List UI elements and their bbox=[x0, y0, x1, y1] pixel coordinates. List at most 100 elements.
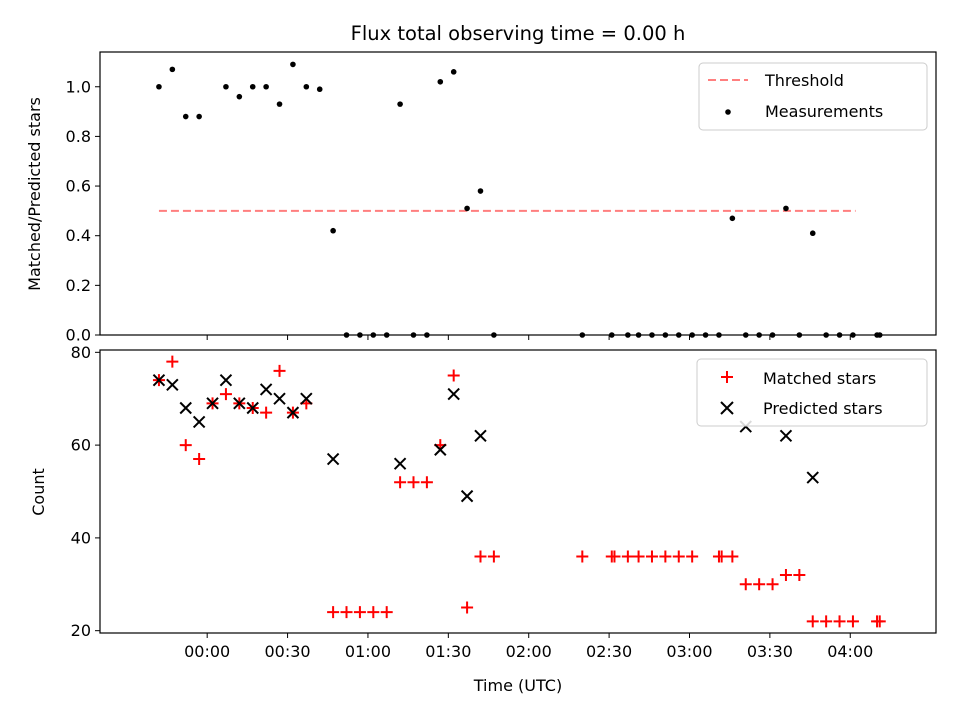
matched-star-marker bbox=[340, 606, 353, 619]
measurement-point bbox=[477, 188, 484, 194]
count-x-tick-label: 03:30 bbox=[747, 642, 793, 661]
matched-star-marker bbox=[672, 550, 685, 563]
predicted-star-marker bbox=[246, 401, 259, 415]
matched-star-marker bbox=[394, 476, 407, 489]
measurement-point bbox=[156, 83, 162, 90]
measurement-point bbox=[182, 113, 189, 120]
predicted-star-marker bbox=[474, 429, 487, 443]
legend-matched-swatch bbox=[721, 371, 733, 383]
matched-star-marker bbox=[353, 606, 366, 619]
matched-star-marker bbox=[407, 476, 420, 489]
measurement-point bbox=[397, 101, 403, 107]
measurement-point bbox=[223, 83, 229, 90]
predicted-star-marker bbox=[286, 406, 300, 419]
legend-matched-label: Matched stars bbox=[763, 369, 876, 388]
legend-predicted-swatch bbox=[720, 401, 734, 415]
count-y-tick-label: 40 bbox=[71, 528, 91, 547]
matched-star-marker bbox=[632, 550, 645, 563]
measurement-point bbox=[263, 83, 269, 90]
predicted-star-marker bbox=[259, 383, 273, 396]
measurement-point bbox=[249, 83, 256, 90]
count-x-tick-label: 00:00 bbox=[184, 642, 230, 661]
matched-star-marker bbox=[686, 550, 699, 563]
matched-star-marker bbox=[166, 355, 179, 368]
count-x-tick-label: 00:30 bbox=[265, 642, 311, 661]
count-y-tick-label: 80 bbox=[71, 343, 91, 362]
predicted-star-marker bbox=[152, 373, 166, 387]
matched-star-marker bbox=[219, 388, 232, 401]
ratio-legend: Threshold Measurements bbox=[698, 62, 928, 131]
matched-star-marker bbox=[327, 606, 340, 619]
matched-star-marker bbox=[833, 615, 846, 628]
matched-star-marker bbox=[461, 601, 474, 614]
measurement-point bbox=[437, 78, 444, 85]
matched-star-marker bbox=[806, 615, 819, 628]
predicted-star-marker bbox=[460, 489, 474, 503]
matched-star-marker bbox=[447, 369, 460, 382]
matched-star-marker bbox=[420, 476, 433, 489]
chart-title: Flux total observing time = 0.00 h bbox=[351, 22, 686, 45]
predicted-star-marker bbox=[233, 397, 246, 410]
matched-star-marker bbox=[273, 364, 286, 377]
predicted-star-marker bbox=[179, 401, 192, 415]
matched-star-marker bbox=[820, 615, 833, 628]
ratio-y-tick-label: 0.8 bbox=[66, 127, 91, 146]
legend-measurements-label: Measurements bbox=[765, 102, 883, 121]
count-x-tick-label: 01:30 bbox=[425, 642, 471, 661]
ratio-y-tick-label: 1.0 bbox=[66, 77, 91, 96]
count-y-tick-label: 20 bbox=[71, 621, 91, 640]
matched-star-marker bbox=[659, 550, 672, 563]
count-x-tick-label: 01:00 bbox=[345, 642, 391, 661]
matched-star-marker bbox=[474, 550, 487, 563]
measurement-point bbox=[729, 215, 736, 222]
matched-star-marker bbox=[608, 550, 621, 563]
count-legend: Matched stars Predicted stars bbox=[696, 358, 928, 427]
measurement-point bbox=[783, 205, 789, 212]
ratio-y-tick-label: 0.6 bbox=[66, 177, 91, 196]
predicted-star-marker bbox=[806, 471, 819, 484]
ratio-plot-frame bbox=[99, 51, 937, 336]
ratio-y-tick-label: 0.0 bbox=[66, 326, 91, 345]
measurement-point bbox=[169, 66, 176, 73]
predicted-star-marker bbox=[206, 397, 219, 410]
count-x-tick-label: 03:00 bbox=[666, 642, 712, 661]
count-y-tick-label: 60 bbox=[71, 436, 91, 455]
measurement-point bbox=[276, 101, 283, 107]
measurement-point bbox=[450, 69, 457, 75]
predicted-star-marker bbox=[434, 443, 447, 456]
matched-star-marker bbox=[380, 606, 393, 619]
ratio-y-axis-label: Matched/Predicted stars bbox=[25, 97, 44, 291]
predicted-star-marker bbox=[166, 378, 179, 392]
measurement-point bbox=[316, 86, 323, 93]
predicted-star-marker bbox=[300, 392, 313, 405]
count-y-axis-label: Count bbox=[29, 468, 48, 516]
matched-star-marker bbox=[193, 453, 206, 466]
matched-star-marker bbox=[576, 550, 589, 563]
measurement-point bbox=[196, 113, 202, 120]
ratio-y-tick-label: 0.2 bbox=[66, 276, 91, 295]
predicted-star-marker bbox=[393, 457, 407, 470]
count-plot-frame bbox=[99, 349, 937, 634]
count-x-tick-label: 02:30 bbox=[586, 642, 632, 661]
matched-star-marker bbox=[793, 569, 806, 582]
matched-star-marker bbox=[367, 606, 380, 619]
matched-star-marker bbox=[260, 406, 273, 419]
predicted-star-marker bbox=[273, 392, 286, 405]
legend-threshold-label: Threshold bbox=[764, 71, 844, 90]
matched-star-marker bbox=[726, 550, 739, 563]
legend-measurements-swatch bbox=[725, 109, 731, 115]
matched-star-marker bbox=[766, 578, 779, 591]
predicted-star-marker bbox=[447, 387, 460, 401]
matched-star-marker bbox=[179, 439, 192, 452]
matched-star-marker bbox=[739, 578, 752, 591]
matched-star-marker bbox=[645, 550, 658, 563]
ratio-panel: Matched/Predicted stars 0.0 0.2 0.4 0.6 0.8 1… bbox=[25, 51, 937, 345]
matched-star-marker bbox=[779, 569, 792, 582]
matched-star-marker bbox=[487, 550, 500, 563]
x-axis-label: Time (UTC) bbox=[473, 676, 562, 695]
matched-star-marker bbox=[715, 550, 728, 563]
matched-star-marker bbox=[846, 615, 859, 628]
count-panel: Count Time (UTC) 20 40 60 80 00:00 00:30 01:00… bbox=[29, 343, 937, 695]
measurement-point bbox=[236, 93, 243, 100]
